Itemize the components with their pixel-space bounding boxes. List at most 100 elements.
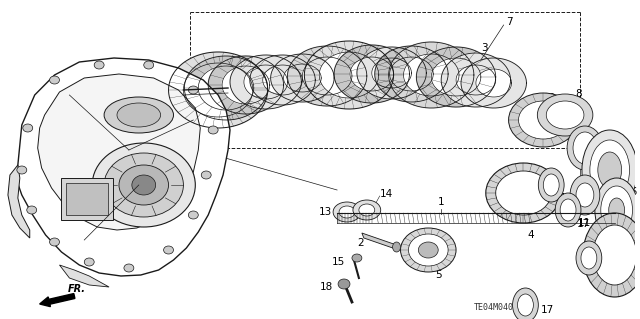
Polygon shape (403, 54, 459, 96)
Ellipse shape (609, 198, 625, 222)
Polygon shape (60, 265, 109, 287)
Ellipse shape (124, 264, 134, 272)
Ellipse shape (573, 132, 597, 164)
Text: 16: 16 (625, 187, 638, 197)
Ellipse shape (104, 153, 184, 217)
Ellipse shape (188, 86, 198, 94)
Polygon shape (184, 63, 253, 117)
Polygon shape (456, 65, 496, 95)
Text: 2: 2 (357, 238, 364, 248)
Text: 4: 4 (527, 230, 534, 240)
Ellipse shape (333, 202, 361, 222)
Polygon shape (319, 52, 379, 98)
Ellipse shape (601, 186, 632, 234)
Text: TE04M0400: TE04M0400 (474, 302, 519, 311)
Ellipse shape (408, 234, 448, 266)
Ellipse shape (119, 165, 168, 205)
Ellipse shape (590, 140, 630, 200)
Ellipse shape (353, 200, 381, 220)
Ellipse shape (132, 175, 156, 195)
Ellipse shape (486, 163, 561, 223)
Polygon shape (250, 55, 316, 105)
Ellipse shape (359, 204, 375, 216)
Ellipse shape (593, 225, 637, 285)
Bar (67, 183, 108, 215)
Ellipse shape (570, 175, 600, 215)
Bar (61, 178, 113, 220)
Polygon shape (375, 46, 448, 102)
Text: 14: 14 (380, 189, 393, 199)
Polygon shape (271, 54, 334, 102)
Polygon shape (198, 66, 254, 110)
Ellipse shape (92, 143, 195, 227)
Ellipse shape (567, 126, 603, 170)
Text: 11: 11 (579, 218, 591, 228)
Polygon shape (417, 47, 496, 107)
Ellipse shape (339, 206, 355, 218)
Polygon shape (305, 41, 394, 109)
Text: 5: 5 (435, 270, 442, 280)
Polygon shape (441, 53, 511, 107)
FancyArrow shape (40, 293, 75, 307)
Text: 10: 10 (543, 93, 556, 103)
Text: 9: 9 (620, 147, 627, 157)
Ellipse shape (94, 61, 104, 69)
Polygon shape (184, 56, 268, 120)
Ellipse shape (352, 254, 362, 262)
Ellipse shape (164, 246, 173, 254)
Polygon shape (222, 66, 269, 104)
Text: 17: 17 (577, 219, 590, 229)
Ellipse shape (560, 199, 576, 221)
Polygon shape (461, 58, 527, 108)
Polygon shape (334, 45, 410, 103)
Text: 17: 17 (560, 193, 573, 203)
Ellipse shape (17, 166, 27, 174)
Ellipse shape (104, 97, 173, 133)
Text: 6: 6 (627, 233, 633, 243)
Polygon shape (230, 55, 301, 109)
Ellipse shape (144, 61, 154, 69)
Ellipse shape (117, 103, 161, 127)
Ellipse shape (576, 241, 602, 275)
Ellipse shape (555, 193, 581, 227)
Ellipse shape (583, 213, 640, 297)
Ellipse shape (509, 93, 578, 147)
Polygon shape (38, 74, 200, 230)
Polygon shape (431, 58, 481, 96)
Ellipse shape (598, 152, 621, 188)
Polygon shape (168, 52, 268, 128)
Ellipse shape (513, 288, 538, 319)
Ellipse shape (23, 124, 33, 132)
Ellipse shape (547, 101, 584, 129)
Text: 15: 15 (332, 257, 345, 267)
Polygon shape (263, 65, 302, 95)
Text: 17: 17 (540, 305, 554, 315)
Ellipse shape (538, 168, 564, 202)
Polygon shape (284, 64, 321, 92)
Polygon shape (388, 42, 474, 108)
Ellipse shape (84, 258, 94, 266)
Ellipse shape (27, 206, 36, 214)
Ellipse shape (582, 130, 637, 210)
Polygon shape (372, 58, 412, 88)
Text: 1: 1 (438, 197, 445, 207)
Ellipse shape (49, 238, 60, 246)
Ellipse shape (201, 171, 211, 179)
Ellipse shape (208, 126, 218, 134)
Text: 8: 8 (575, 89, 582, 99)
Polygon shape (302, 57, 352, 95)
Ellipse shape (518, 294, 533, 316)
Text: 18: 18 (320, 282, 333, 292)
Polygon shape (244, 65, 287, 99)
Ellipse shape (595, 178, 639, 242)
Text: 13: 13 (319, 207, 332, 217)
Text: 17: 17 (599, 265, 612, 275)
Ellipse shape (581, 247, 597, 269)
Ellipse shape (338, 279, 350, 289)
Text: 7: 7 (506, 17, 512, 27)
Ellipse shape (392, 242, 401, 252)
Polygon shape (16, 58, 230, 276)
Ellipse shape (401, 228, 456, 272)
Polygon shape (208, 56, 284, 114)
Polygon shape (357, 47, 426, 99)
